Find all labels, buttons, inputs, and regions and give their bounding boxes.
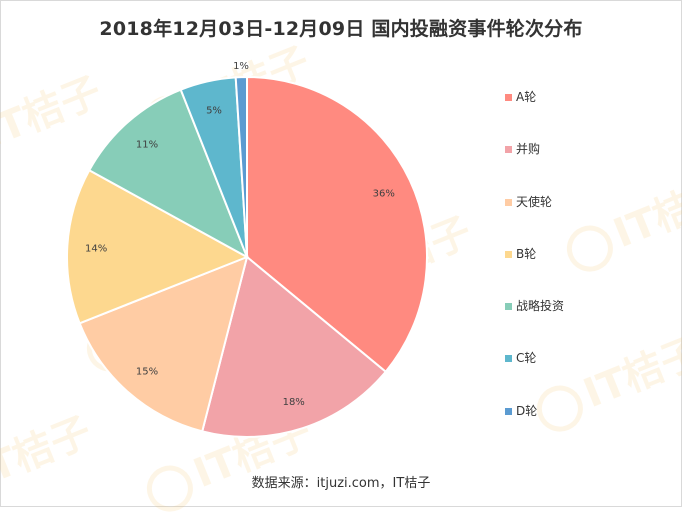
slice-label: 14% (85, 244, 107, 255)
legend-swatch (505, 94, 512, 101)
legend-swatch (505, 198, 512, 206)
slice-label: 5% (206, 105, 222, 116)
legend-item: C轮 (505, 349, 564, 401)
pie-slice (234, 75, 248, 258)
legend-label: 战略投资 (516, 299, 565, 314)
legend-item: 天使轮 (505, 193, 564, 245)
slice-label: 1% (233, 61, 249, 72)
legend-swatch (505, 355, 512, 363)
pie-slice (78, 255, 249, 433)
legend-label: D轮 (516, 403, 538, 418)
pie-chart: 36% 18% 15% 14% 11% 5% 1% (66, 61, 428, 438)
legend-item: A轮 (505, 88, 564, 140)
slice-label: 11% (136, 140, 158, 151)
pie-slice (246, 75, 428, 374)
pie-slice (66, 168, 250, 325)
legend-item: D轮 (505, 402, 564, 454)
legend-swatch (505, 146, 512, 154)
pie-slice (201, 255, 388, 438)
legend-item: 并购 (505, 140, 564, 192)
legend-label: B轮 (516, 246, 537, 261)
legend-label: A轮 (516, 90, 537, 104)
slice-label: 15% (136, 366, 158, 377)
legend: A轮并购天使轮 B轮战略投资 C轮 D轮 (505, 88, 564, 454)
pie-slice (87, 88, 249, 260)
legend-label: C轮 (516, 351, 537, 366)
legend-swatch (505, 303, 512, 311)
slice-label: 18% (283, 397, 305, 408)
legend-swatch (505, 250, 512, 258)
legend-label: 并购 (516, 142, 541, 157)
legend-swatch (505, 407, 512, 415)
chart-title: 2018年12月03日-12月09日 国内投融资事件轮次分布 (99, 18, 583, 40)
legend-label: 天使轮 (516, 194, 553, 209)
legend-item: B轮 (505, 245, 564, 297)
data-source-note: 数据来源：itjuzi.com，IT桔子 (251, 476, 431, 491)
legend-item: 战略投资 (505, 297, 564, 349)
slice-label: 36% (373, 189, 395, 200)
